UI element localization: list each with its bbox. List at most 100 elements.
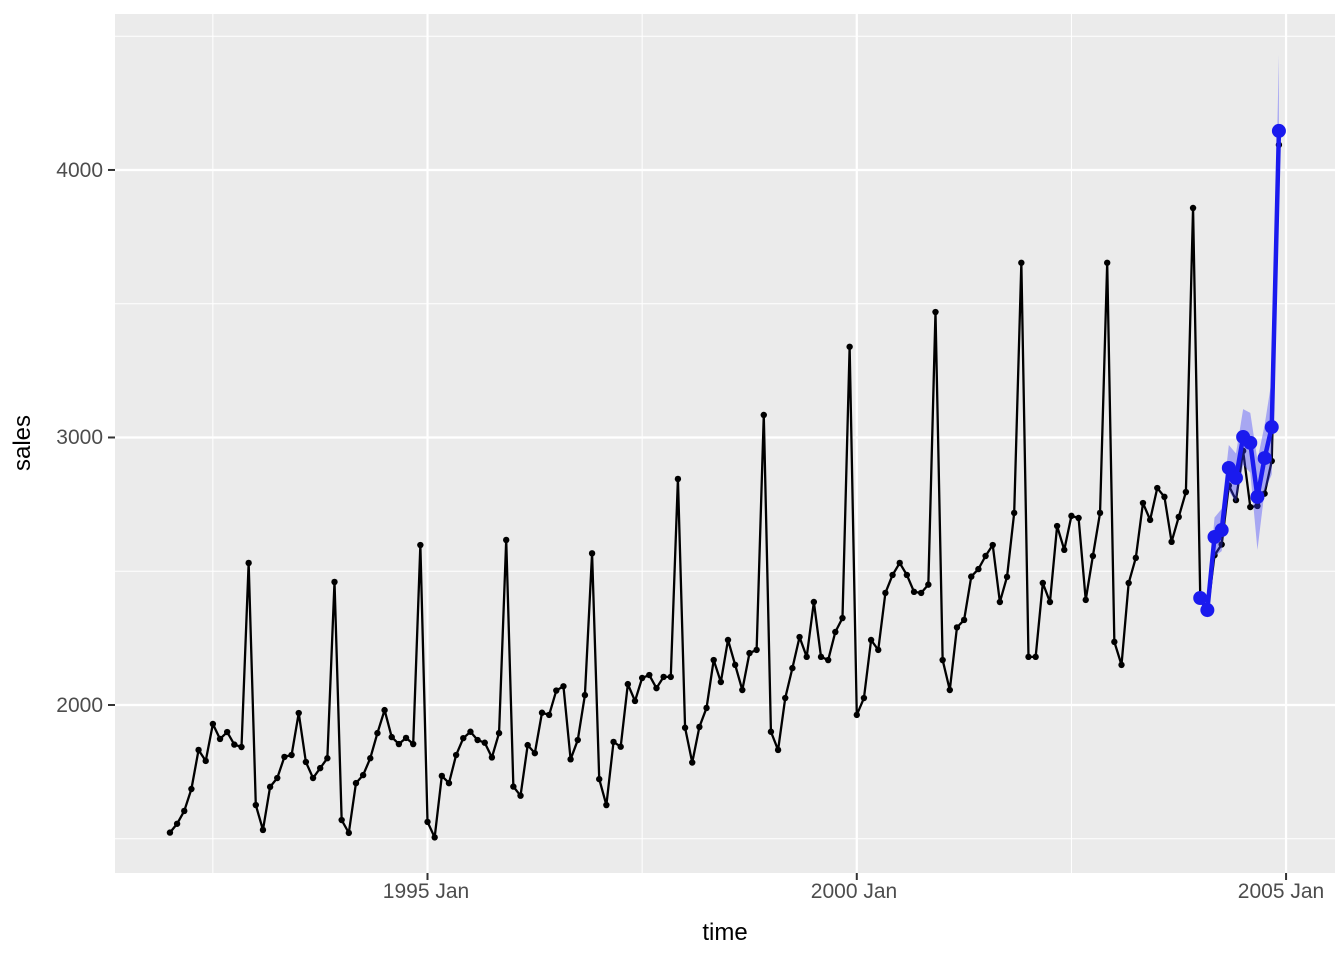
sales-actual-point — [1103, 259, 1111, 266]
sales-actual-point — [331, 578, 338, 586]
sales-actual-point — [352, 779, 360, 787]
sales-actual-point — [1161, 493, 1168, 501]
sales-actual-point — [424, 818, 431, 826]
sales-actual-point — [1218, 541, 1225, 548]
sales-actual-point — [223, 728, 231, 736]
sales-actual-point — [202, 757, 209, 765]
sales-actual-point — [410, 740, 417, 748]
sales-actual-point — [1175, 513, 1182, 521]
sales-actual-point — [717, 678, 725, 686]
sales-actual-point — [1082, 596, 1089, 604]
sales-actual-point — [1039, 579, 1047, 587]
sales-actual-point — [932, 308, 939, 316]
sales-actual-point — [395, 740, 403, 748]
sales-actual-point — [631, 697, 639, 705]
sales-forecast-point — [1243, 435, 1258, 450]
y-tick-label-2000: 2000 — [56, 694, 103, 717]
sales-actual-point — [1061, 546, 1068, 554]
sales-actual-point — [889, 571, 896, 579]
sales-actual-line — [168, 143, 1281, 839]
sales-actual-point — [1010, 509, 1018, 517]
x-axis-title: time — [702, 919, 747, 946]
sales-actual-point — [803, 653, 810, 661]
sales-actual-point — [1032, 653, 1039, 661]
sales-actual-point — [638, 674, 646, 682]
sales-actual-point — [1075, 514, 1082, 522]
sales-actual-point — [1053, 522, 1061, 530]
sales-actual-point — [1247, 503, 1254, 511]
sales-actual-point — [796, 633, 803, 641]
sales-actual-point — [674, 475, 682, 483]
sales-actual-point — [903, 571, 911, 579]
sales-actual-point — [1139, 499, 1147, 507]
sales-actual-point — [703, 704, 710, 712]
sales-actual-point — [1018, 259, 1025, 266]
sales-actual-point — [531, 749, 539, 757]
sales-actual-point — [231, 741, 238, 748]
sales-actual-point — [696, 723, 703, 731]
sales-actual-point — [1096, 509, 1104, 517]
sales-actual-point — [753, 646, 760, 654]
sales-actual-point — [824, 656, 832, 664]
sales-actual-point — [538, 709, 546, 716]
sales-actual-point — [417, 541, 424, 549]
sales-actual-point — [545, 711, 553, 719]
sales-actual-point — [1068, 512, 1075, 520]
sales-actual-point — [388, 733, 395, 741]
sales-actual-point — [846, 343, 853, 350]
sales-actual-point — [274, 774, 281, 782]
sales-actual-point — [667, 673, 674, 681]
sales-actual-point — [746, 649, 753, 657]
sales-actual-point — [946, 686, 953, 694]
sales-actual-point — [166, 829, 174, 836]
sales-actual-point — [910, 588, 918, 596]
sales-actual-point — [524, 741, 531, 749]
sales-actual-point — [789, 664, 796, 672]
sales-actual-layer — [166, 141, 1283, 841]
sales-actual-point — [989, 541, 996, 549]
sales-actual-point — [760, 411, 767, 419]
sales-actual-point — [216, 735, 224, 743]
sales-forecast-point — [1200, 603, 1215, 618]
sales-actual-point — [266, 783, 274, 791]
sales-actual-point — [173, 820, 181, 827]
sales-actual-point — [646, 671, 653, 679]
sales-actual-point — [302, 758, 310, 766]
sales-actual-point — [488, 754, 496, 761]
sales-forecast-point — [1214, 523, 1229, 538]
sales-actual-point — [596, 775, 603, 783]
sales-actual-point — [875, 646, 882, 654]
sales-actual-point — [1154, 484, 1161, 492]
sales-actual-point — [431, 834, 438, 841]
sales-actual-point — [452, 751, 460, 759]
sales-actual-point — [316, 764, 324, 772]
sales-actual-point — [624, 680, 632, 688]
sales-actual-point — [574, 736, 581, 744]
sales-actual-point — [782, 694, 789, 702]
sales-actual-point — [238, 743, 245, 751]
sales-actual-point — [1168, 538, 1175, 546]
sales-actual-point — [681, 724, 689, 731]
sales-forecast-point — [1221, 460, 1236, 475]
sales-actual-point — [560, 683, 567, 690]
sales-actual-point — [195, 746, 202, 754]
sales-actual-point — [853, 711, 860, 719]
sales-actual-point — [617, 743, 624, 750]
plot-panel — [115, 14, 1335, 873]
sales-actual-point — [481, 739, 488, 746]
sales-actual-point — [188, 785, 195, 793]
sales-actual-point — [252, 801, 260, 809]
sales-actual-point — [603, 801, 610, 809]
sales-actual-point — [953, 624, 961, 631]
sales-actual-point — [1254, 502, 1261, 510]
sales-actual-point — [960, 616, 968, 624]
sales-actual-point — [295, 709, 302, 717]
x-tick-label-2000: 2000 Jan — [811, 880, 897, 903]
sales-actual-point — [939, 656, 946, 664]
sales-actual-point — [1025, 653, 1032, 661]
sales-forecast-point — [1264, 420, 1279, 435]
sales-actual-point — [474, 736, 481, 744]
sales-forecast-point — [1228, 470, 1243, 485]
sales-actual-point — [917, 589, 925, 597]
